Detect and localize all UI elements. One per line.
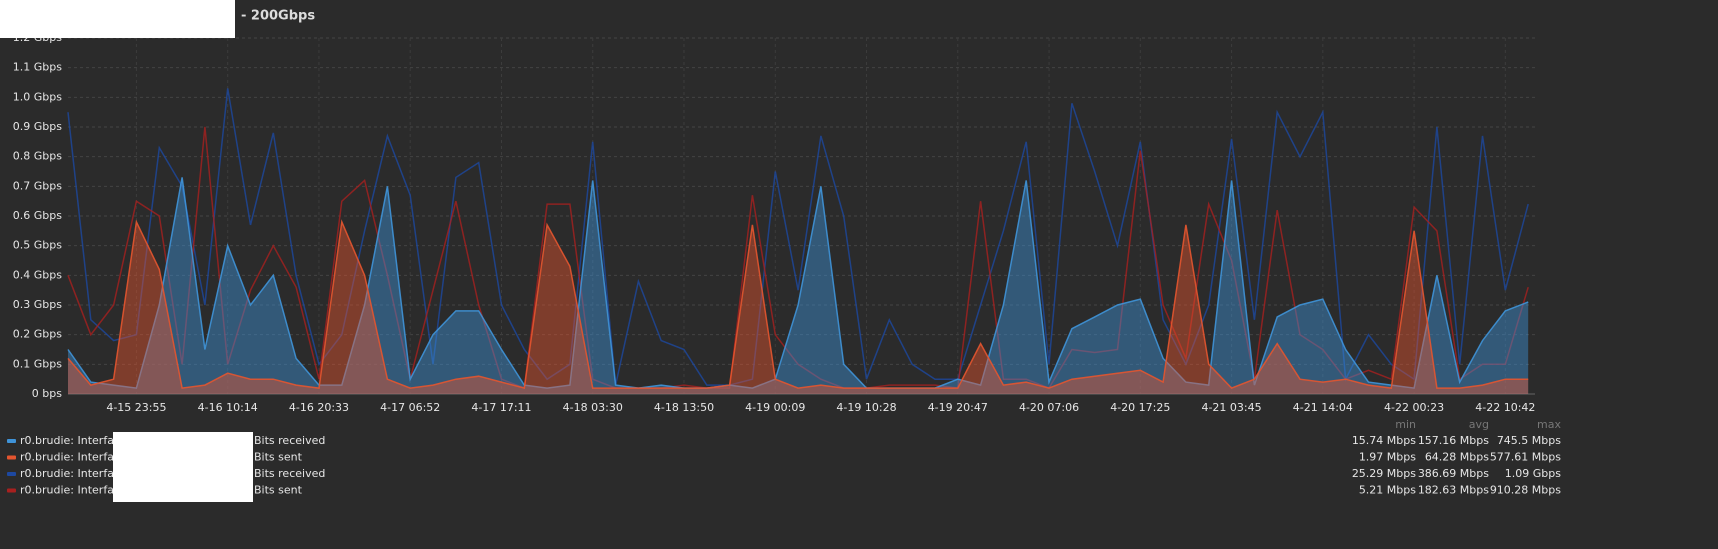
y-tick-label: 0.7 Gbps [13, 179, 62, 192]
legend-metric: Bits received [254, 434, 325, 447]
x-tick-label: 4-22 00:23 [1384, 401, 1444, 414]
series-line [67, 88, 1529, 386]
legend-stat: 64.28 Mbps [1425, 451, 1489, 464]
legend-stat: 386.69 Mbps [1418, 467, 1489, 480]
legend-swatch [7, 488, 16, 493]
y-tick-label: 0.6 Gbps [13, 209, 62, 222]
y-tick-label: 0.4 Gbps [13, 268, 62, 281]
x-tick-label: 4-20 17:25 [1110, 401, 1170, 414]
legend-name: r0.brudie: Interface [20, 467, 127, 480]
legend-stat: 1.09 Gbps [1505, 467, 1561, 480]
y-tick-label: 0.8 Gbps [13, 150, 62, 163]
x-tick-label: 4-19 10:28 [836, 401, 896, 414]
x-tick-label: 4-16 20:33 [289, 401, 349, 414]
x-tick-label: 4-18 03:30 [563, 401, 623, 414]
legend-stat: 25.29 Mbps [1352, 467, 1416, 480]
legend-swatch [7, 472, 16, 476]
legend: min avg max r0.brudie: Interface Bits receiv… [7, 418, 1561, 497]
legend-swatch [7, 455, 16, 460]
legend-stat: 182.63 Mbps [1418, 484, 1489, 497]
x-tick-label: 4-20 07:06 [1019, 401, 1079, 414]
x-tick-label: 4-15 23:55 [106, 401, 166, 414]
x-tick-label: 4-22 10:42 [1475, 401, 1535, 414]
legend-name: r0.brudie: Interface [20, 484, 127, 497]
legend-metric: Bits sent [254, 451, 303, 464]
y-tick-label: 0.3 Gbps [13, 298, 62, 311]
legend-stat: 15.74 Mbps [1352, 434, 1416, 447]
redaction [113, 432, 253, 502]
redaction [0, 0, 235, 38]
legend-header: avg [1469, 418, 1489, 431]
x-tick-label: 4-19 20:47 [928, 401, 988, 414]
y-tick-label: 0.5 Gbps [13, 239, 62, 252]
legend-stat: 745.5 Mbps [1497, 434, 1561, 447]
x-tick-label: 4-21 14:04 [1293, 401, 1353, 414]
series-line [67, 177, 1529, 389]
legend-stat: 157.16 Mbps [1418, 434, 1489, 447]
x-tick-label: 4-17 17:11 [471, 401, 531, 414]
legend-swatch [7, 439, 16, 443]
chart-title: - 200Gbps [241, 9, 315, 24]
x-tick-label: 4-16 10:14 [198, 401, 258, 414]
series-line [67, 126, 1529, 390]
y-tick-label: 1.1 Gbps [13, 61, 62, 74]
legend-metric: Bits received [254, 467, 325, 480]
legend-header: max [1537, 418, 1561, 431]
legend-metric: Bits sent [254, 484, 303, 497]
legend-name: r0.brudie: Interface [20, 434, 127, 447]
legend-stat: 1.97 Mbps [1359, 451, 1416, 464]
plot: 0 bps 0.1 Gbps 0.2 Gbps 0.3 Gbps 0.4 Gbps 0.5… [13, 31, 1536, 414]
y-tick-label: 0.1 Gbps [13, 357, 62, 370]
y-tick-label: 1.0 Gbps [13, 90, 62, 103]
legend-stat: 5.21 Mbps [1359, 484, 1416, 497]
legend-name: r0.brudie: Interface [20, 451, 127, 464]
x-tick-label: 4-19 00:09 [745, 401, 805, 414]
x-tick-label: 4-17 06:52 [380, 401, 440, 414]
series-area [68, 221, 1529, 394]
y-tick-label: 0.9 Gbps [13, 120, 62, 133]
x-tick-label: 4-21 03:45 [1201, 401, 1261, 414]
legend-header: min [1395, 418, 1416, 431]
x-tick-label: 4-18 13:50 [654, 401, 714, 414]
y-tick-label: 0.2 Gbps [13, 328, 62, 341]
legend-stat: 577.61 Mbps [1490, 451, 1561, 464]
series-line [67, 219, 1529, 390]
y-tick-label: 0 bps [32, 387, 62, 400]
legend-stat: 910.28 Mbps [1490, 484, 1561, 497]
series-area [68, 177, 1529, 394]
